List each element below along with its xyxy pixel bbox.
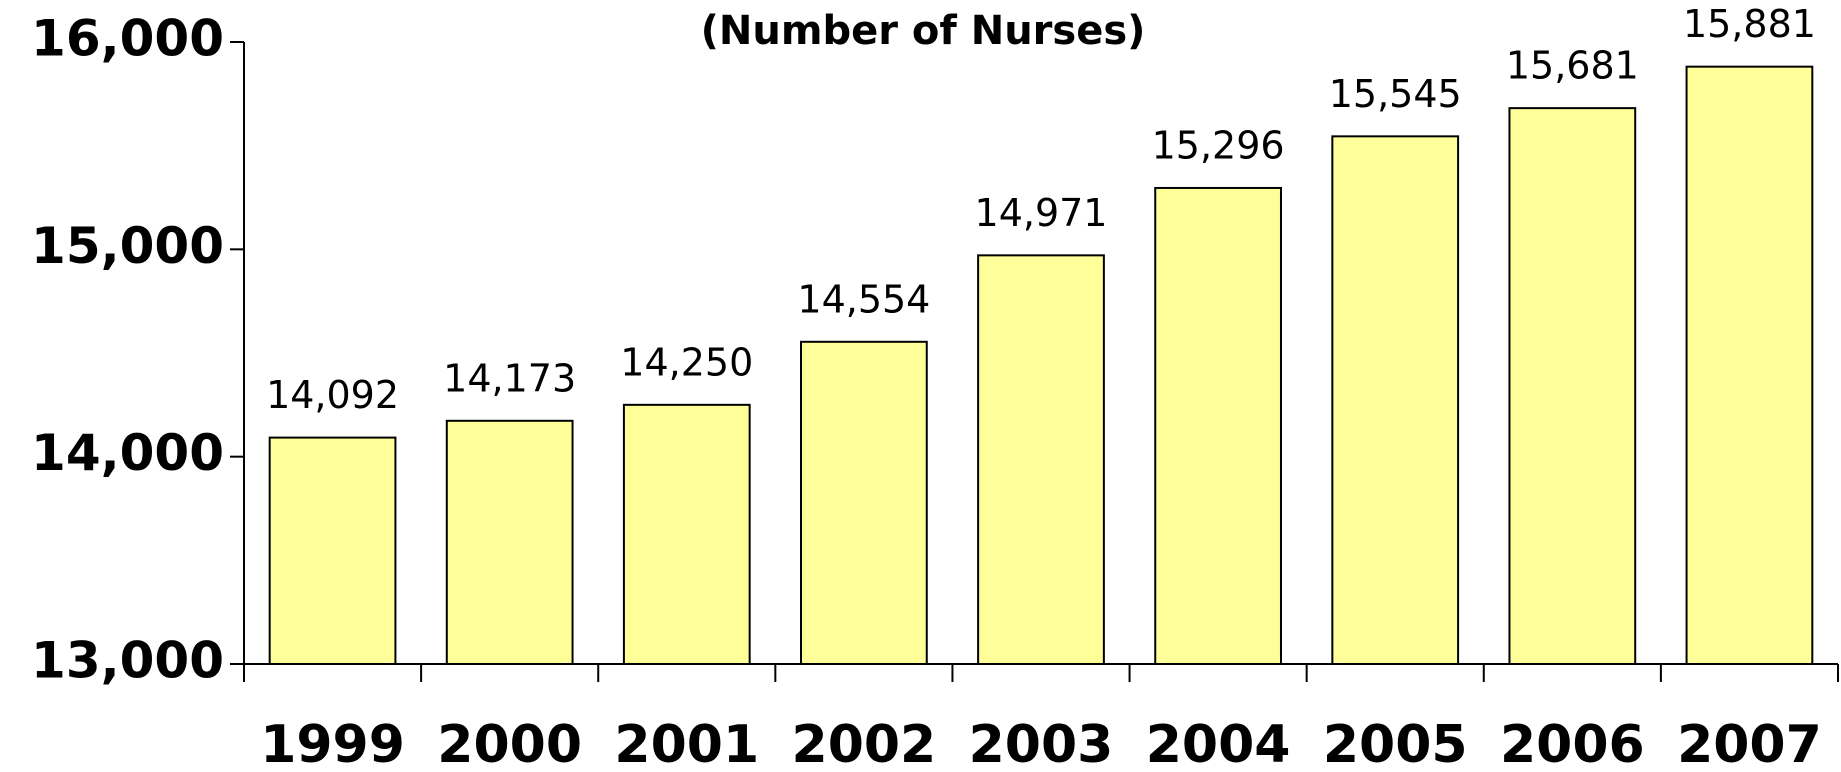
bar [1508,107,1637,665]
value-label: 15,881 [1683,2,1816,46]
x-tick-label: 2007 [1677,715,1822,772]
y-tick-label: 15,000 [31,217,224,275]
y-tick-label: 13,000 [31,632,224,690]
bar [1154,186,1282,665]
bar [268,436,397,666]
value-label: 14,173 [443,356,576,400]
x-tick-label: 2005 [1323,715,1468,772]
x-tick-label: 1999 [260,715,405,772]
value-label: 15,681 [1506,44,1639,88]
bar [1331,135,1460,665]
x-tick-label: 2001 [614,715,759,772]
bar [800,340,928,665]
chart-subtitle: (Number of Nurses) [701,8,1146,54]
x-tick-label: 2003 [969,715,1114,772]
value-label: 14,554 [797,277,930,321]
x-tick-label: 2004 [1146,715,1291,772]
bar [445,419,574,665]
bar [1685,65,1814,665]
x-tick-label: 2000 [437,715,582,772]
value-label: 14,092 [266,373,399,417]
y-tick-label: 14,000 [31,424,224,482]
y-tick-label: 16,000 [31,10,224,68]
value-label: 14,971 [975,191,1108,235]
bar [977,254,1105,665]
value-label: 15,545 [1329,72,1462,116]
x-tick-label: 2006 [1500,715,1645,772]
value-label: 14,250 [620,340,753,384]
bar [622,403,751,665]
x-tick-label: 2002 [792,715,937,772]
value-label: 15,296 [1152,123,1285,167]
